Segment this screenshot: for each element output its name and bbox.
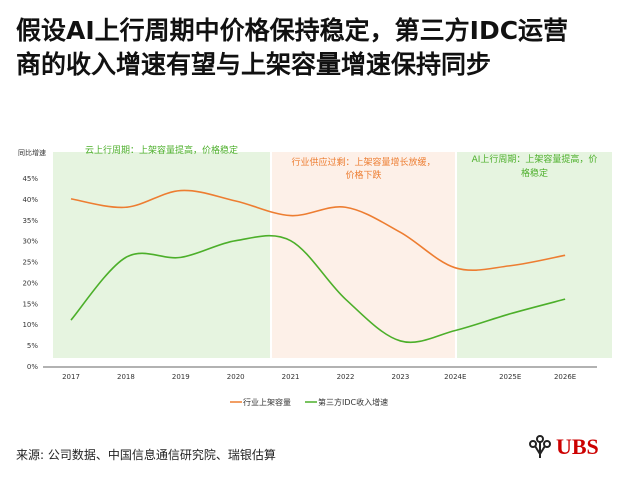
x-tick-label: 2023	[391, 373, 409, 381]
band-label: 行业供应过剩：上架容量增长放缓，	[291, 156, 435, 168]
x-tick-label: 2021	[282, 373, 300, 381]
x-tick-label: 2017	[62, 373, 80, 381]
series-line-0	[70, 189, 566, 271]
logo-text: UBS	[556, 434, 599, 459]
band-2	[457, 152, 612, 358]
legend-label: 行业上架容量	[243, 397, 291, 407]
band-1	[272, 152, 455, 358]
x-tick-label: 2024E	[444, 373, 466, 381]
x-tick-label: 2020	[227, 373, 245, 381]
y-tick-label: 25%	[22, 259, 38, 267]
y-tick-label: 20%	[22, 279, 38, 287]
y-tick-label: 40%	[22, 196, 38, 204]
x-tick-label: 2022	[337, 373, 355, 381]
band-label: 云上行周期：上架容量提高，价格稳定	[85, 144, 238, 156]
series-line-1	[70, 234, 566, 343]
page-title: 假设AI上行周期中价格保持稳定，第三方IDC运营商的收入增速有望与上架容量增速保…	[16, 16, 569, 79]
y-axis-label: 同比增速	[18, 148, 46, 157]
band-label: 格稳定	[521, 167, 548, 179]
x-tick-label: 2018	[117, 373, 135, 381]
y-tick-label: 15%	[22, 300, 38, 308]
source-note: 来源: 公司数据、中国信息通信研究院、瑞银估算	[16, 448, 276, 462]
band-label: AI上行周期：上架容量提高，价	[472, 153, 598, 165]
legend-label: 第三方IDC收入增速	[318, 397, 388, 407]
y-tick-label: 30%	[22, 238, 38, 246]
y-tick-label: 10%	[22, 321, 38, 329]
x-tick-label: 2026E	[554, 373, 576, 381]
ubs-logo: UBS	[528, 434, 599, 460]
y-tick-label: 35%	[22, 217, 38, 225]
x-tick-label: 2025E	[499, 373, 521, 381]
y-tick-label: 0%	[27, 363, 38, 371]
band-0	[53, 152, 270, 358]
x-tick-label: 2019	[172, 373, 190, 381]
band-label: 价格下跌	[345, 169, 381, 181]
y-tick-label: 5%	[27, 342, 38, 350]
keys-icon	[529, 435, 551, 458]
y-tick-label: 45%	[22, 175, 38, 183]
